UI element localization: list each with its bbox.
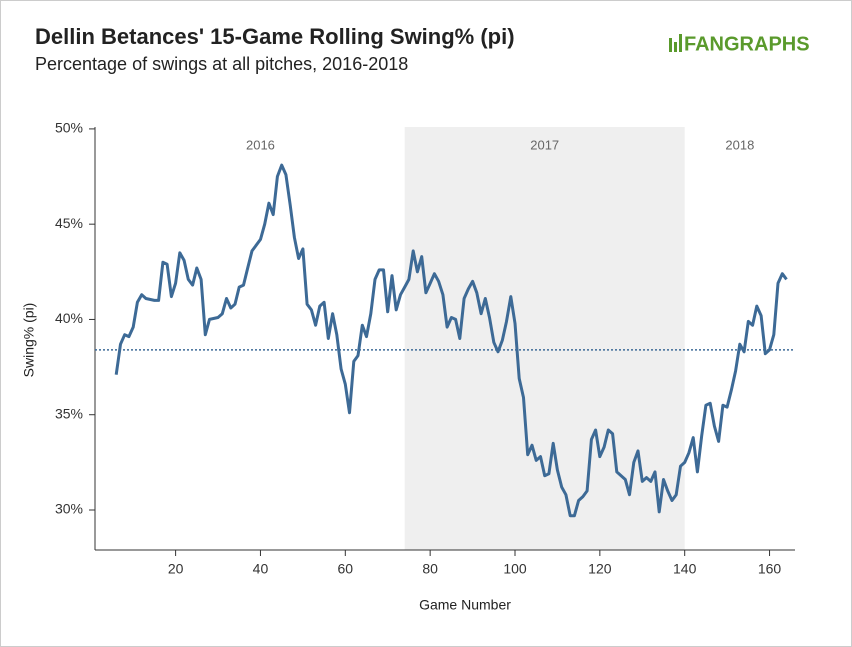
- plot: 2016 2017 2018 30% 35% 40% 45% 50% 20 40 60 80 100 12…: [55, 120, 795, 577]
- x-tick-label: 160: [758, 561, 782, 577]
- x-tick-label: 60: [338, 561, 354, 577]
- x-tick-label: 140: [673, 561, 697, 577]
- x-tick-label: 120: [588, 561, 612, 577]
- y-tick-label: 45%: [55, 215, 83, 231]
- x-tick-label: 80: [422, 561, 438, 577]
- logo-icon: [669, 34, 682, 52]
- year-label: 2017: [530, 137, 559, 152]
- y-tick-label: 50%: [55, 120, 83, 136]
- x-axis-label: Game Number: [419, 597, 511, 613]
- series-line: [114, 163, 788, 518]
- chart-title: Dellin Betances' 15-Game Rolling Swing% …: [35, 24, 515, 49]
- logo: FANGRAPHS: [684, 33, 810, 55]
- y-tick-label: 40%: [55, 310, 83, 326]
- chart-subtitle: Percentage of swings at all pitches, 201…: [35, 54, 408, 74]
- y-tick-label: 35%: [55, 405, 83, 421]
- x-tick-label: 40: [253, 561, 269, 577]
- year-label: 2016: [246, 137, 275, 152]
- x-tick-label: 20: [168, 561, 184, 577]
- highlight-band: [404, 127, 685, 550]
- y-axis-label: Swing% (pi): [21, 303, 37, 378]
- x-tick-label: 100: [503, 561, 527, 577]
- y-tick-label: 30%: [55, 501, 83, 517]
- year-label: 2018: [725, 137, 754, 152]
